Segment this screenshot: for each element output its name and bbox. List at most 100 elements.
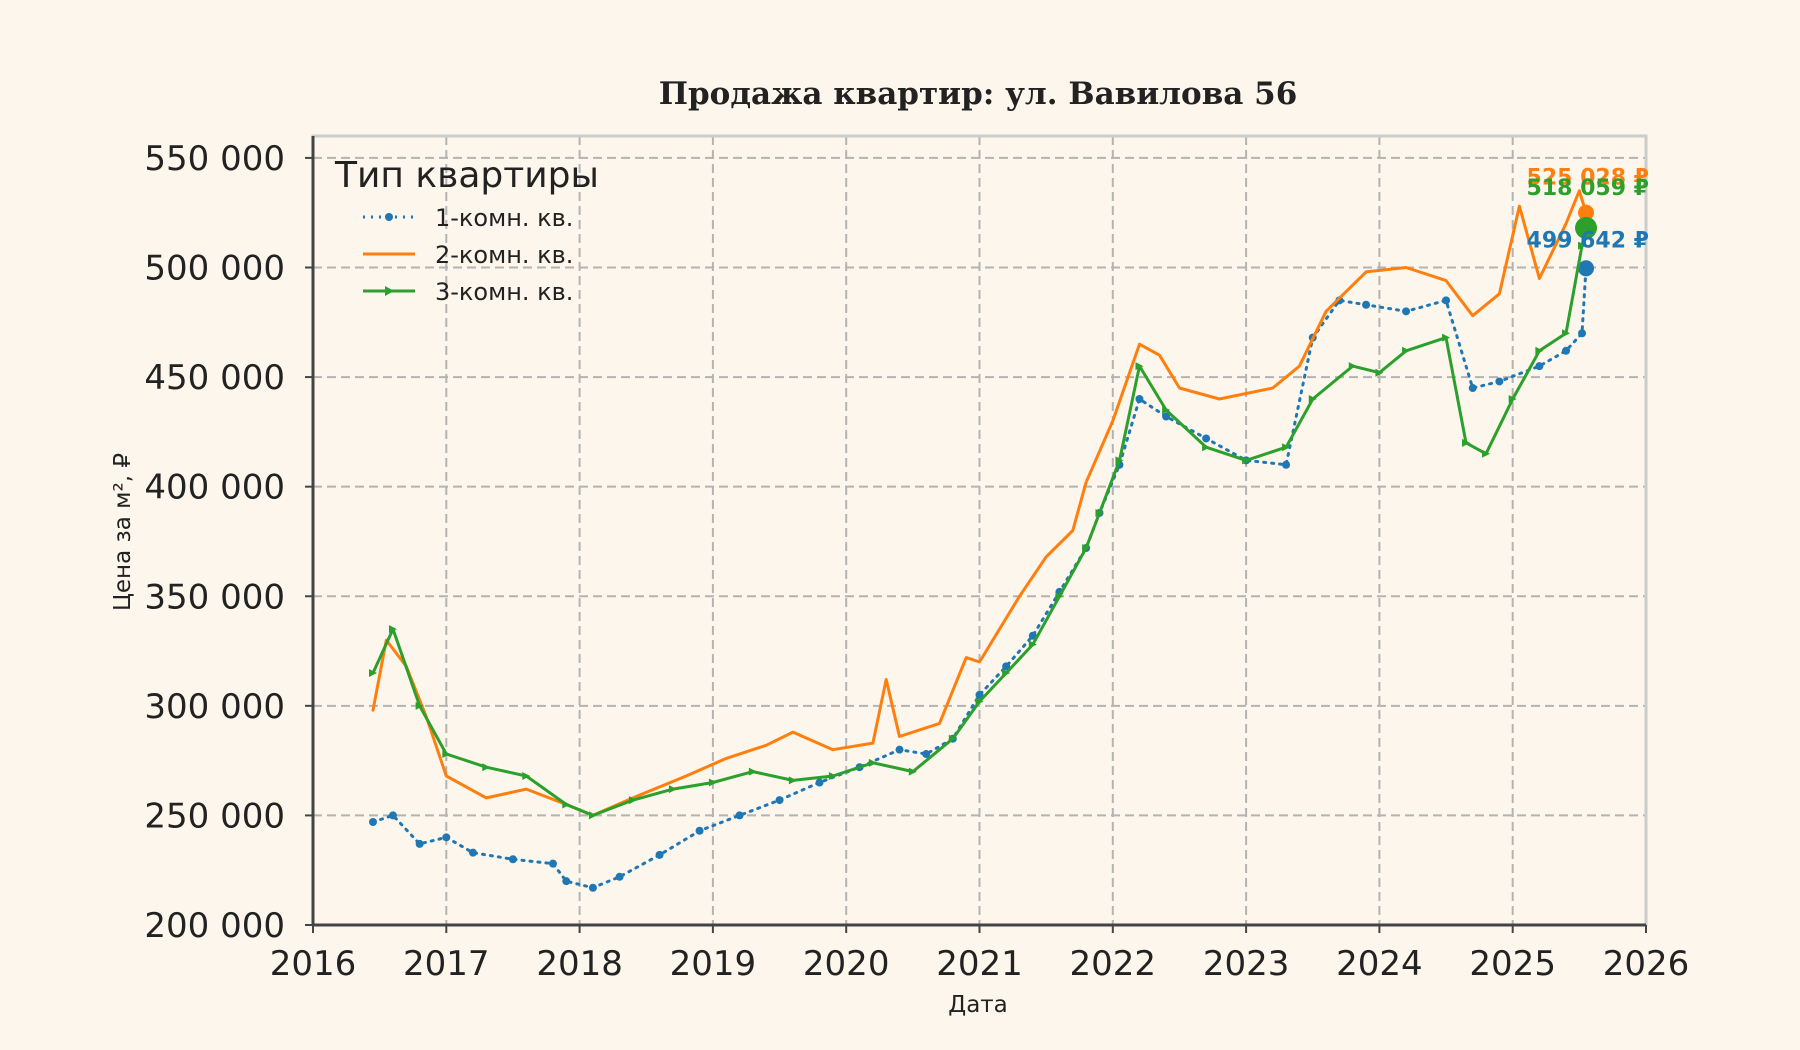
data-point — [468, 848, 477, 857]
data-point — [775, 796, 784, 805]
data-point — [1468, 384, 1477, 393]
end-value-label: 518 059 ₽ — [1527, 176, 1649, 201]
data-point — [788, 776, 797, 785]
axes: 2016 2017 2018 2019 2020 2021 2022 2023 2024 2025… — [144, 134, 1690, 984]
series-3 — [368, 216, 1598, 820]
data-point — [615, 872, 624, 881]
data-point — [508, 855, 517, 864]
y-axis-label: Цена за м², ₽ — [110, 453, 136, 611]
data-point — [975, 690, 984, 699]
data-point — [1535, 346, 1544, 355]
data-point — [1562, 329, 1571, 338]
data-point — [588, 883, 597, 892]
y-tick-label: 450 000 — [144, 358, 285, 398]
x-tick-label: 2024 — [1336, 944, 1423, 984]
legend-marker — [385, 286, 394, 296]
data-point — [1002, 662, 1011, 671]
grid — [313, 136, 1646, 925]
data-point — [1442, 333, 1451, 342]
x-axis-label: Дата — [948, 992, 1008, 1018]
series-lines — [368, 189, 1598, 892]
data-point — [815, 778, 824, 787]
x-tick-label: 2021 — [936, 944, 1023, 984]
data-point — [1242, 456, 1251, 465]
data-point — [695, 826, 704, 835]
y-tick-label: 300 000 — [144, 687, 285, 727]
data-point — [415, 839, 424, 848]
data-point — [1028, 640, 1037, 649]
legend-label: 2-комн. кв. — [435, 241, 573, 269]
data-point — [1578, 241, 1587, 250]
data-point — [442, 750, 451, 759]
data-point — [1442, 296, 1451, 305]
data-point — [415, 701, 424, 710]
data-point — [895, 745, 904, 754]
data-point — [1095, 508, 1104, 517]
data-point — [562, 800, 571, 809]
legend-item: 2-комн. кв. — [363, 241, 573, 269]
x-tick-label: 2023 — [1203, 944, 1290, 984]
data-point — [735, 811, 744, 820]
x-tick-label: 2017 — [403, 944, 490, 984]
data-point — [1282, 460, 1291, 469]
y-tick-label: 550 000 — [144, 139, 285, 179]
y-tick-label: 400 000 — [144, 468, 285, 508]
data-point — [1362, 300, 1371, 309]
end-value-labels: 525 028 ₽518 059 ₽ 499 642 ₽ — [1527, 166, 1649, 254]
data-point — [368, 668, 377, 677]
data-point — [1495, 377, 1504, 386]
data-point — [908, 767, 917, 776]
series-1 — [368, 260, 1595, 892]
data-point — [1135, 395, 1144, 403]
data-point — [588, 811, 597, 820]
end-value-label: 499 642 ₽ — [1527, 228, 1649, 253]
end-value-label: 525 028 ₽ — [1527, 166, 1649, 191]
data-point — [948, 734, 957, 743]
data-point — [1402, 346, 1411, 355]
data-point — [548, 859, 557, 868]
data-point — [748, 767, 757, 776]
data-point — [562, 877, 571, 886]
data-point — [1578, 329, 1587, 338]
x-tick-label: 2025 — [1469, 944, 1556, 984]
data-point — [1282, 443, 1291, 452]
data-point — [975, 697, 984, 706]
data-point — [442, 833, 451, 842]
data-point — [522, 771, 531, 780]
x-tick-label: 2026 — [1603, 944, 1690, 984]
data-point — [1202, 434, 1211, 443]
legend-label: 3-комн. кв. — [435, 278, 573, 306]
x-tick-label: 2020 — [803, 944, 890, 984]
data-point — [1115, 456, 1124, 465]
legend-label: 1-комн. кв. — [435, 204, 573, 232]
data-point — [655, 850, 664, 859]
data-point — [368, 817, 377, 826]
data-point — [1308, 395, 1317, 403]
data-point — [628, 796, 637, 805]
data-point — [1002, 668, 1011, 677]
data-point — [1562, 346, 1571, 355]
data-point — [668, 785, 677, 794]
chart-title: Продажа квартир: ул. Вавилова 56 — [659, 76, 1298, 112]
data-point — [1082, 544, 1091, 553]
x-tick-label: 2022 — [1070, 944, 1157, 984]
y-tick-label: 350 000 — [144, 577, 285, 617]
x-tick-label: 2018 — [536, 944, 623, 984]
y-tick-label: 500 000 — [144, 249, 285, 289]
data-point — [482, 763, 491, 772]
data-point — [1135, 362, 1144, 371]
data-point — [1162, 412, 1171, 421]
data-point — [1535, 362, 1544, 371]
data-point — [1028, 631, 1037, 640]
data-point — [388, 811, 397, 820]
legend-title: Тип квартиры — [334, 155, 599, 196]
data-point — [1402, 307, 1411, 316]
data-point — [1162, 405, 1171, 414]
data-point — [922, 750, 931, 759]
x-tick-label: 2016 — [270, 944, 357, 984]
data-point — [1508, 395, 1517, 403]
data-point — [868, 758, 877, 767]
data-point — [1462, 438, 1471, 447]
